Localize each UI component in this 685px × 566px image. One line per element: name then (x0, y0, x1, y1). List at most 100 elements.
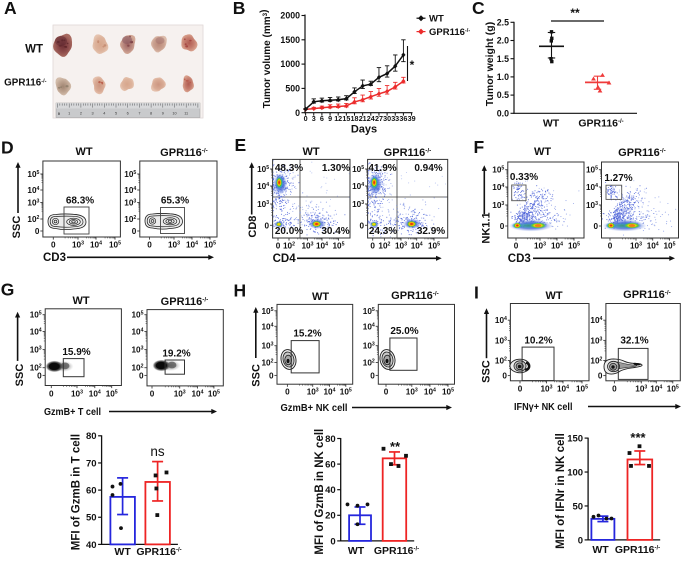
svg-text:104: 104 (257, 182, 269, 191)
svg-text:105: 105 (124, 170, 136, 179)
svg-text:104: 104 (411, 242, 423, 251)
svg-text:103: 103 (541, 384, 553, 393)
svg-text:50: 50 (86, 513, 97, 524)
svg-text:GPR116-/-: GPR116-/- (623, 289, 671, 301)
svg-text:2000: 2000 (280, 11, 300, 21)
svg-text:WT: WT (25, 44, 43, 56)
svg-text:105: 105 (568, 242, 580, 251)
svg-text:103: 103 (72, 241, 84, 250)
svg-text:104: 104 (495, 316, 507, 325)
svg-text:105: 105 (492, 166, 504, 175)
svg-text:70: 70 (86, 458, 97, 469)
svg-text:0: 0 (612, 384, 617, 393)
svg-text:103: 103 (630, 242, 642, 251)
svg-text:0: 0 (593, 222, 598, 231)
svg-text:20: 20 (325, 511, 336, 522)
svg-text:0: 0 (502, 372, 507, 381)
svg-text:0: 0 (276, 242, 281, 251)
svg-text:24.3%: 24.3% (369, 226, 397, 237)
svg-text:***: *** (630, 430, 646, 445)
svg-text:103: 103 (174, 389, 186, 398)
svg-text:0: 0 (304, 114, 308, 123)
svg-text:103: 103 (27, 199, 39, 208)
svg-text:105: 105 (262, 307, 274, 316)
svg-text:0: 0 (139, 371, 144, 380)
svg-text:GPR116-/-: GPR116-/- (429, 27, 470, 38)
svg-text:SSC: SSC (14, 364, 26, 387)
svg-text:SSC: SSC (251, 364, 263, 387)
svg-text:32.1%: 32.1% (620, 336, 648, 347)
svg-text:5: 5 (115, 112, 117, 116)
svg-text:102: 102 (30, 364, 42, 373)
svg-text:33: 33 (391, 114, 399, 123)
svg-text:E: E (235, 135, 247, 155)
svg-text:30.4%: 30.4% (321, 226, 349, 237)
svg-text:G: G (1, 280, 15, 300)
svg-text:104: 104 (30, 328, 42, 337)
svg-text:103: 103 (132, 346, 144, 355)
svg-text:32.9%: 32.9% (417, 226, 445, 237)
svg-text:10.2%: 10.2% (524, 336, 552, 347)
svg-text:0: 0 (514, 242, 519, 251)
svg-text:GPR116-/-: GPR116-/- (374, 545, 419, 557)
svg-text:0: 0 (132, 227, 137, 236)
svg-text:104: 104 (262, 322, 274, 331)
svg-text:105: 105 (333, 242, 345, 251)
svg-text:3: 3 (312, 114, 316, 123)
svg-text:GPR116-/-: GPR116-/- (161, 296, 209, 308)
svg-text:104: 104 (363, 322, 375, 331)
svg-text:9: 9 (328, 114, 332, 123)
svg-text:105: 105 (208, 389, 220, 398)
svg-text:7: 7 (138, 112, 140, 116)
svg-text:B: B (233, 0, 246, 18)
svg-text:1.0: 1.0 (497, 72, 509, 82)
svg-text:0: 0 (384, 387, 389, 396)
svg-text:105: 105 (340, 387, 352, 396)
svg-text:C: C (472, 0, 485, 18)
svg-text:0.0: 0.0 (497, 108, 509, 118)
svg-text:103: 103 (71, 389, 83, 398)
svg-text:103: 103 (586, 201, 598, 210)
svg-text:2: 2 (80, 112, 82, 116)
svg-text:103: 103 (168, 241, 180, 250)
svg-text:6: 6 (127, 112, 129, 116)
svg-text:GPR116-/-: GPR116-/- (4, 78, 46, 89)
svg-text:105: 105 (27, 170, 39, 179)
svg-text:0: 0 (35, 227, 40, 236)
svg-text:0: 0 (370, 242, 375, 251)
svg-text:H: H (234, 281, 247, 301)
svg-text:0: 0 (147, 241, 152, 250)
svg-text:1.27%: 1.27% (604, 173, 632, 184)
svg-text:105: 105 (109, 241, 121, 250)
svg-text:102: 102 (363, 359, 375, 368)
svg-text:WT: WT (534, 146, 551, 158)
svg-text:0.5: 0.5 (497, 90, 509, 100)
svg-text:0: 0 (360, 221, 365, 230)
svg-text:105: 105 (30, 311, 42, 320)
svg-text:WT: WT (302, 146, 319, 158)
svg-text:0: 0 (578, 535, 583, 546)
svg-text:20.0%: 20.0% (275, 226, 303, 237)
svg-text:102: 102 (262, 359, 274, 368)
svg-text:I: I (474, 283, 479, 303)
svg-text:105: 105 (132, 311, 144, 320)
svg-text:102: 102 (27, 215, 39, 224)
svg-text:104: 104 (557, 384, 569, 393)
svg-text:104: 104 (192, 389, 204, 398)
svg-text:104: 104 (324, 387, 336, 396)
svg-text:105: 105 (352, 165, 364, 174)
svg-text:105: 105 (442, 387, 454, 396)
svg-text:21: 21 (359, 114, 367, 123)
svg-text:WT: WT (429, 14, 444, 25)
svg-text:15: 15 (342, 114, 350, 123)
svg-text:103: 103 (406, 387, 418, 396)
svg-text:SSC: SSC (481, 360, 493, 383)
svg-text:103: 103 (635, 384, 647, 393)
svg-text:500: 500 (285, 84, 300, 94)
svg-text:105: 105 (667, 384, 679, 393)
svg-text:104: 104 (186, 241, 198, 250)
svg-text:0: 0 (608, 242, 613, 251)
svg-text:104: 104 (424, 387, 436, 396)
svg-text:1.5: 1.5 (497, 54, 509, 64)
svg-text:Tumor weight (g): Tumor weight (g) (484, 22, 496, 106)
